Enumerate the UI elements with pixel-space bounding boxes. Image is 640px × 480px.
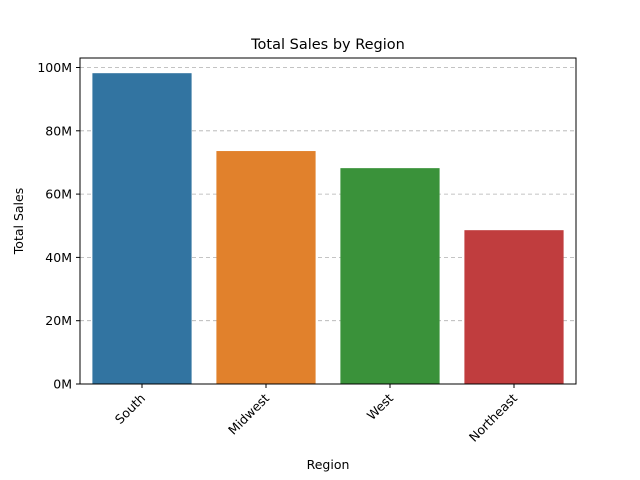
chart-title: Total Sales by Region bbox=[250, 37, 405, 53]
x-tick-label: Northeast bbox=[466, 390, 520, 444]
bar-midwest bbox=[216, 151, 316, 384]
bar-northeast bbox=[464, 230, 564, 384]
plot-frame bbox=[79, 57, 577, 385]
x-axis-ticks: South Midwest West Northeast bbox=[112, 384, 520, 445]
x-tick-label: West bbox=[364, 390, 396, 422]
y-tick-label: 40M bbox=[45, 250, 72, 265]
bar-west bbox=[340, 168, 440, 384]
x-tick-label: South bbox=[112, 391, 148, 427]
y-tick-label: 20M bbox=[45, 313, 72, 328]
y-tick-label: 0M bbox=[53, 377, 72, 392]
y-tick-label: 80M bbox=[45, 123, 72, 138]
y-axis-ticks: 0M 20M 40M 60M 80M 100M bbox=[37, 60, 80, 392]
x-axis-label: Region bbox=[307, 457, 350, 472]
y-tick-label: 60M bbox=[45, 187, 72, 202]
bar-south bbox=[92, 73, 192, 384]
y-tick-label: 100M bbox=[37, 60, 72, 75]
y-axis-label: Total Sales bbox=[11, 188, 26, 255]
bars bbox=[92, 73, 564, 384]
x-tick-label: Midwest bbox=[225, 390, 272, 437]
